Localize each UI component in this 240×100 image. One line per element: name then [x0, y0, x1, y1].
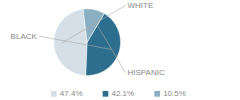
- svg-text:47.4%: 47.4%: [60, 89, 83, 98]
- svg-text:WHITE: WHITE: [128, 1, 154, 10]
- svg-text:10.5%: 10.5%: [163, 89, 186, 98]
- svg-text:42.1%: 42.1%: [112, 89, 135, 98]
- svg-text:HISPANIC: HISPANIC: [128, 68, 165, 77]
- svg-text:BLACK: BLACK: [11, 32, 38, 41]
